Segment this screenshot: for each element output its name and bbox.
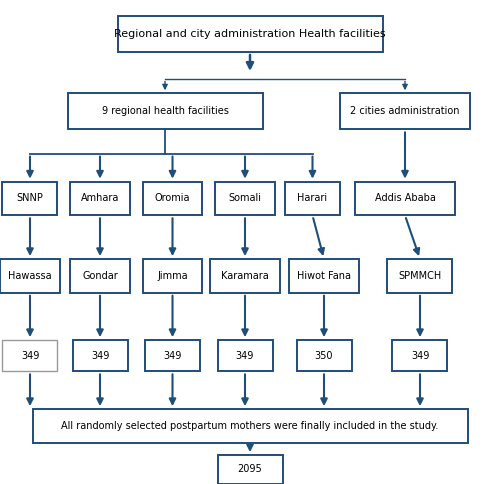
Text: 9 regional health facilities: 9 regional health facilities — [102, 106, 228, 116]
Text: 349: 349 — [21, 351, 39, 361]
FancyBboxPatch shape — [0, 259, 60, 293]
FancyBboxPatch shape — [118, 15, 382, 52]
Text: 349: 349 — [411, 351, 429, 361]
FancyBboxPatch shape — [218, 455, 282, 484]
Text: Jimma: Jimma — [157, 271, 188, 281]
Text: SPMMCH: SPMMCH — [398, 271, 442, 281]
Text: 2 cities administration: 2 cities administration — [350, 106, 460, 116]
Text: Hiwot Fana: Hiwot Fana — [297, 271, 351, 281]
Text: Gondar: Gondar — [82, 271, 118, 281]
FancyBboxPatch shape — [210, 259, 280, 293]
FancyBboxPatch shape — [145, 340, 200, 372]
FancyBboxPatch shape — [215, 182, 275, 215]
FancyBboxPatch shape — [218, 340, 272, 372]
Text: 349: 349 — [164, 351, 182, 361]
FancyBboxPatch shape — [2, 182, 58, 215]
Text: Addis Ababa: Addis Ababa — [374, 194, 436, 203]
Text: Amhara: Amhara — [81, 194, 119, 203]
FancyBboxPatch shape — [32, 409, 468, 443]
Text: 349: 349 — [91, 351, 109, 361]
FancyBboxPatch shape — [70, 259, 130, 293]
FancyBboxPatch shape — [388, 259, 452, 293]
Text: 350: 350 — [315, 351, 333, 361]
FancyBboxPatch shape — [72, 340, 128, 372]
FancyBboxPatch shape — [355, 182, 455, 215]
Text: Harari: Harari — [298, 194, 328, 203]
FancyBboxPatch shape — [296, 340, 352, 372]
Text: Regional and city administration Health facilities: Regional and city administration Health … — [114, 29, 386, 39]
FancyBboxPatch shape — [70, 182, 130, 215]
FancyBboxPatch shape — [142, 182, 203, 215]
Text: Hawassa: Hawassa — [8, 271, 52, 281]
FancyBboxPatch shape — [68, 93, 262, 129]
Text: 349: 349 — [236, 351, 254, 361]
FancyBboxPatch shape — [340, 93, 470, 129]
FancyBboxPatch shape — [289, 259, 359, 293]
FancyBboxPatch shape — [392, 340, 448, 372]
Text: Oromia: Oromia — [155, 194, 190, 203]
Text: SNNP: SNNP — [16, 194, 44, 203]
Text: Somali: Somali — [228, 194, 262, 203]
FancyBboxPatch shape — [285, 182, 340, 215]
Text: 2095: 2095 — [238, 465, 262, 474]
FancyBboxPatch shape — [142, 259, 203, 293]
FancyBboxPatch shape — [2, 340, 58, 372]
Text: All randomly selected postpartum mothers were finally included in the study.: All randomly selected postpartum mothers… — [62, 421, 438, 431]
Text: Karamara: Karamara — [221, 271, 269, 281]
